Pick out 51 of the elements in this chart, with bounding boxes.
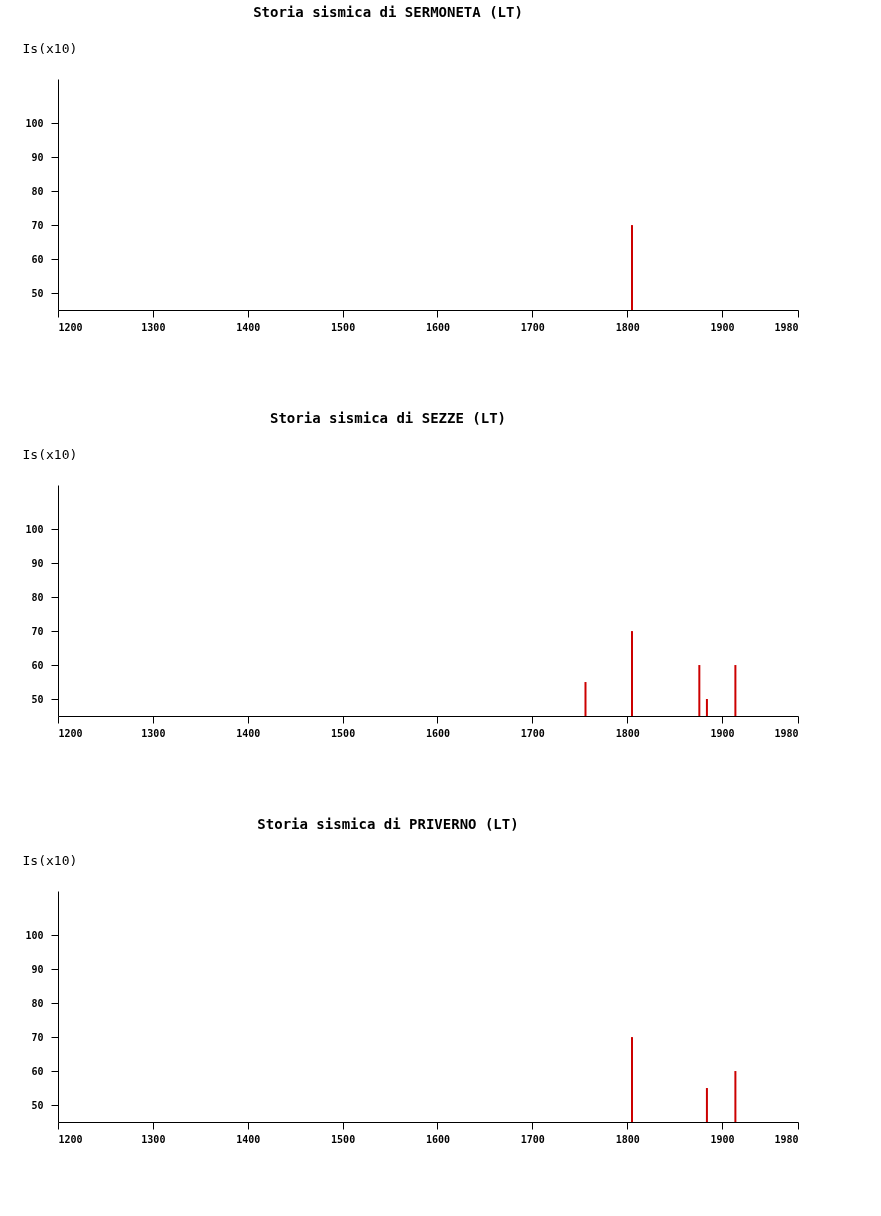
y-tick-label: 60: [31, 253, 44, 265]
x-tick-label: 1900: [710, 1133, 735, 1145]
y-tick-label: 90: [31, 151, 44, 163]
y-tick-label: 80: [31, 997, 44, 1009]
x-tick-label: 1600: [425, 321, 451, 333]
x-tick-label: 1200: [58, 1133, 83, 1145]
y-tick-label: 90: [31, 557, 44, 569]
y-tick-label: 50: [31, 693, 44, 705]
x-tick-label: 1400: [236, 727, 261, 739]
y-tick-label: 90: [31, 963, 44, 975]
y-axis-title: Is(x10): [22, 446, 78, 462]
x-tick-label: 1700: [520, 321, 545, 333]
x-tick-label: 1700: [520, 1133, 545, 1145]
x-tick-label: 1300: [141, 321, 166, 333]
x-tick-label: 1980: [774, 1133, 799, 1145]
x-tick-label: 1300: [141, 1133, 166, 1145]
y-tick-label: 80: [31, 591, 44, 603]
y-tick-label: 100: [25, 523, 44, 535]
x-tick-label: 1500: [331, 727, 356, 739]
x-tick-label: 1200: [58, 727, 83, 739]
x-tick-label: 1600: [425, 1133, 451, 1145]
y-tick-label: 50: [31, 287, 44, 299]
x-tick-label: 1400: [236, 321, 261, 333]
x-tick-label: 1800: [615, 1133, 640, 1145]
y-axis-title: Is(x10): [22, 40, 78, 56]
x-tick-label: 1500: [331, 1133, 356, 1145]
x-tick-label: 1980: [774, 321, 799, 333]
y-tick-label: 80: [31, 185, 44, 197]
x-tick-label: 1400: [236, 1133, 261, 1145]
x-tick-label: 1800: [615, 321, 640, 333]
y-tick-label: 100: [25, 929, 44, 941]
x-tick-label: 1800: [615, 727, 640, 739]
x-tick-label: 1900: [710, 727, 735, 739]
y-tick-label: 100: [25, 117, 44, 129]
y-axis-title: Is(x10): [22, 852, 78, 868]
y-tick-label: 50: [31, 1099, 44, 1111]
x-tick-label: 1200: [58, 321, 83, 333]
y-tick-label: 60: [31, 1065, 44, 1077]
chart-title: Storia sismica di PRIVERNO (LT): [257, 816, 519, 832]
y-tick-label: 60: [31, 659, 44, 671]
y-tick-label: 70: [31, 219, 44, 231]
y-tick-label: 70: [31, 625, 44, 637]
x-tick-label: 1300: [141, 727, 166, 739]
x-tick-label: 1700: [520, 727, 545, 739]
x-tick-label: 1500: [331, 321, 356, 333]
x-tick-label: 1600: [425, 727, 451, 739]
y-tick-label: 70: [31, 1031, 44, 1043]
x-tick-label: 1980: [774, 727, 799, 739]
chart-title: Storia sismica di SERMONETA (LT): [253, 4, 523, 20]
x-tick-label: 1900: [710, 321, 735, 333]
chart-title: Storia sismica di SEZZE (LT): [269, 410, 507, 426]
